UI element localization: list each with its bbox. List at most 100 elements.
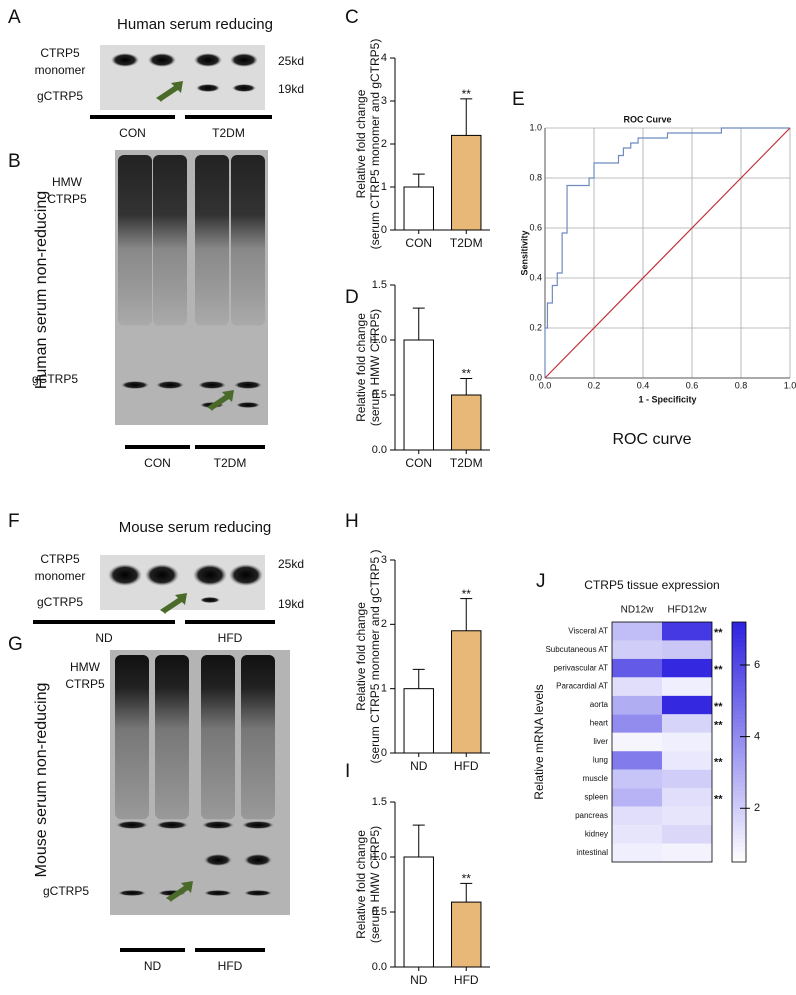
y-tick-label: 1.0 — [372, 334, 387, 346]
band-label: monomer — [35, 569, 86, 583]
x-tick-label: 0.8 — [735, 380, 748, 390]
band-label: HMW — [52, 175, 83, 189]
column-label: ND12w — [621, 605, 655, 616]
y-tick-label: 1.0 — [529, 122, 542, 132]
x-tick-label: T2DM — [450, 456, 483, 470]
y-axis-title: (serum HMW CTRP5) — [368, 826, 382, 943]
bar — [403, 339, 434, 451]
blot-band — [121, 381, 149, 389]
colorbar-segment — [732, 738, 746, 743]
blot-band — [204, 854, 232, 866]
size-label: 25kd — [278, 557, 304, 571]
colorbar-segment — [732, 642, 746, 647]
blot-band — [244, 854, 272, 866]
colorbar-segment — [732, 630, 746, 635]
colorbar-segment — [732, 742, 746, 747]
colorbar-segment — [732, 822, 746, 827]
heat-cell — [662, 640, 712, 659]
heat-cell — [612, 658, 662, 678]
colorbar-segment — [732, 690, 746, 695]
colorbar-segment — [732, 734, 746, 739]
y-tick-label: 0.2 — [529, 322, 542, 332]
colorbar-segment — [732, 794, 746, 799]
y-tick-label: 1.5 — [372, 279, 387, 291]
blot-band — [202, 821, 234, 829]
colorbar-segment — [732, 806, 746, 811]
colorbar-segment — [732, 858, 746, 863]
band-label: CTRP5 — [65, 677, 105, 691]
group-label: CON — [144, 456, 171, 470]
y-tick-label: 1 — [381, 683, 387, 695]
heat-cell — [662, 732, 712, 752]
group-label: HFD — [218, 631, 243, 645]
colorbar-segment — [732, 778, 746, 783]
heatmap-border — [611, 621, 713, 863]
band-label: gCTRP5 — [32, 372, 78, 386]
row-label: Visceral AT — [568, 626, 608, 635]
y-tick-label: 0.4 — [529, 272, 542, 282]
band-label: gCTRP5 — [37, 595, 83, 609]
y-tick-label: 0.0 — [529, 372, 542, 382]
blot-lane — [195, 155, 229, 326]
x-tick-label: 0.4 — [637, 380, 650, 390]
group-label: HFD — [218, 959, 243, 973]
colorbar-segment — [732, 786, 746, 791]
significance: ** — [714, 719, 723, 731]
colorbar-segment — [732, 850, 746, 855]
panel-letter: J — [536, 571, 546, 592]
x-tick-label: HFD — [454, 759, 479, 773]
x-tick-label: 1.0 — [784, 380, 796, 390]
heat-cell — [662, 677, 712, 696]
heat-cell — [612, 714, 662, 733]
y-axis-title: Relative fold change — [354, 830, 368, 939]
chart-title: CTRP5 tissue expression — [584, 578, 719, 592]
colorbar-border — [731, 621, 747, 863]
y-tick-label: 0.0 — [372, 961, 387, 973]
band-label: CTRP5 — [47, 192, 87, 206]
colorbar-segment — [732, 646, 746, 651]
colorbar-tick-label: 4 — [754, 731, 760, 743]
blot-band — [236, 402, 260, 408]
bar — [451, 630, 482, 754]
row-label: heart — [590, 719, 609, 728]
y-axis-title: (serum CTRP5 monomer and gCTRP5) — [368, 39, 382, 250]
colorbar-segment — [732, 750, 746, 755]
band-label: HMW — [70, 660, 101, 674]
heat-cell — [612, 695, 662, 715]
y-tick-label: 0.6 — [529, 222, 542, 232]
bar — [403, 856, 434, 968]
colorbar-segment — [732, 694, 746, 699]
band-label: monomer — [35, 63, 86, 77]
y-axis-title: Relative fold change — [354, 602, 368, 711]
y-tick-label: 3 — [381, 554, 387, 566]
panel-letter: H — [345, 511, 359, 532]
y-tick-label: 3 — [381, 95, 387, 107]
row-label: lung — [593, 756, 608, 765]
blot-title: Human serum reducing — [117, 16, 273, 33]
row-label: perivascular AT — [553, 663, 608, 672]
panel-letter: C — [345, 7, 359, 28]
colorbar-segment — [732, 658, 746, 663]
arrow — [166, 881, 193, 902]
blot-title: Mouse serum reducing — [119, 519, 272, 536]
panel-letter: G — [8, 634, 23, 655]
colorbar-segment — [732, 670, 746, 675]
y-tick-label: 2 — [381, 138, 387, 150]
y-axis-title: Sensitivity — [519, 230, 529, 275]
y-tick-label: 0.8 — [529, 172, 542, 182]
heat-cell — [662, 751, 712, 770]
colorbar-segment — [732, 814, 746, 819]
heat-cell — [662, 806, 712, 826]
row-label: Subcutaneous AT — [545, 645, 608, 654]
blot-band — [118, 890, 146, 896]
y-tick-label: 0.0 — [372, 444, 387, 456]
colorbar-segment — [732, 678, 746, 683]
heat-cell — [612, 769, 662, 789]
y-axis-title: (serum CTRP5 monomer and gCTRP5 ) — [368, 549, 382, 763]
blot-band — [204, 890, 232, 896]
heat-cell — [612, 751, 662, 770]
colorbar-segment — [732, 698, 746, 703]
colorbar-segment — [732, 710, 746, 715]
blot-band — [234, 381, 262, 389]
group-label: T2DM — [214, 456, 247, 470]
